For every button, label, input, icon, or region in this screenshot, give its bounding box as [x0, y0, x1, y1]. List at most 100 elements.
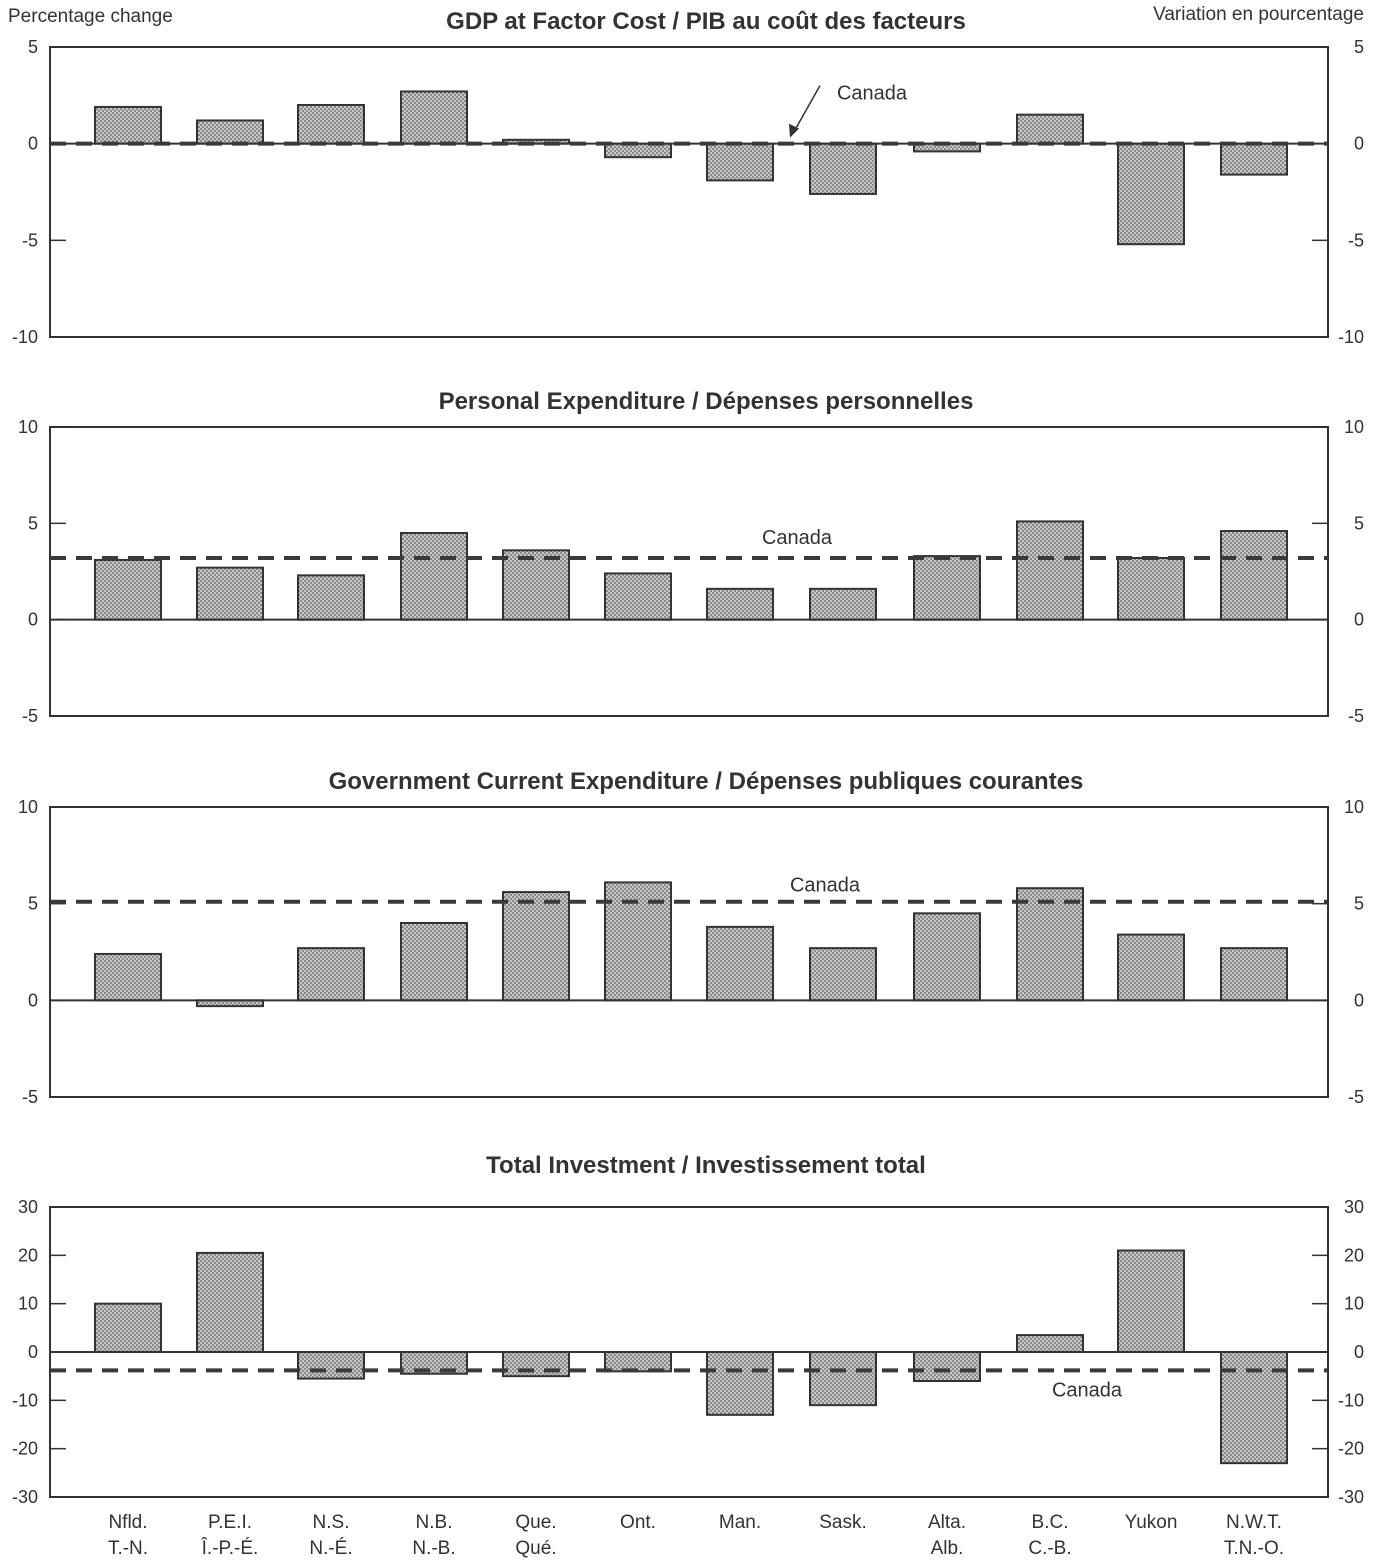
bar	[94, 105, 162, 145]
y-tick-label-right: 30	[1344, 1197, 1364, 1217]
category-label-en: Que.	[515, 1512, 556, 1533]
chart-title: Total Investment / Investissement total	[486, 1152, 926, 1179]
y-tick-label-left: 0	[28, 990, 38, 1010]
chart-title: GDP at Factor Cost / PIB au coût des fac…	[446, 8, 966, 35]
bar	[1117, 933, 1185, 1002]
y-tick-label-right: 0	[1354, 1342, 1364, 1362]
y-tick-label-left: 5	[28, 894, 38, 914]
y-tick-label-right: -5	[1348, 230, 1364, 250]
chart-panel-2: Personal Expenditure / Dépenses personne…	[18, 388, 1364, 726]
category-label-fr: Qué.	[515, 1538, 556, 1559]
category-label-en: Nfld.	[108, 1512, 147, 1533]
category-label-fr: C.-B.	[1028, 1538, 1071, 1559]
bar	[1220, 530, 1288, 621]
category-label-fr: N.-É.	[309, 1538, 352, 1559]
category-label-en: Sask.	[819, 1512, 867, 1533]
bar	[706, 1351, 774, 1416]
bar	[1016, 1334, 1084, 1354]
y-tick-label-left: -10	[12, 1390, 38, 1410]
category-label-en: Ont.	[620, 1512, 656, 1533]
bar	[913, 912, 981, 1002]
bar	[94, 1302, 162, 1353]
bar	[400, 531, 468, 621]
chart-panel-1: GDP at Factor Cost / PIB au coût des fac…	[12, 8, 1364, 347]
y-tick-label-left: 20	[18, 1245, 38, 1265]
chart-panel-4: Total Investment / Investissement total 3…	[12, 1152, 1364, 1507]
y-tick-label-left: -5	[22, 1087, 38, 1107]
bar	[706, 925, 774, 1002]
bar	[706, 587, 774, 621]
category-label-fr: T.-N.	[108, 1538, 148, 1559]
bar	[94, 558, 162, 621]
bar	[196, 566, 264, 621]
category-label-fr: Alb.	[931, 1538, 964, 1559]
bar	[196, 1251, 264, 1353]
bar	[809, 1351, 877, 1407]
bar	[1220, 947, 1288, 1002]
y-tick-label-left: -5	[22, 230, 38, 250]
bar	[809, 142, 877, 195]
y-tick-label-right: 5	[1354, 37, 1364, 57]
bar	[297, 574, 365, 621]
bar	[297, 104, 365, 145]
chart-panels: GDP at Factor Cost / PIB au coût des fac…	[12, 8, 1364, 1507]
bar	[913, 555, 981, 621]
y-tick-label-left: -5	[22, 706, 38, 726]
category-label-en: N.B.	[416, 1512, 453, 1533]
bar	[1016, 887, 1084, 1002]
y-tick-label-right: 0	[1354, 134, 1364, 154]
y-tick-label-right: 10	[1344, 417, 1364, 437]
bar	[604, 572, 672, 621]
category-label-en: P.E.I.	[208, 1512, 252, 1533]
canada-label: Canada	[837, 83, 908, 105]
y-tick-label-left: 0	[28, 1342, 38, 1362]
bar	[809, 587, 877, 621]
y-tick-label-right: -5	[1348, 706, 1364, 726]
category-label-en: Yukon	[1125, 1512, 1178, 1533]
category-labels: Nfld. T.-N. P.E.I. Î.-P.-É. N.S. N.-É. N.B. N.-…	[108, 1512, 1284, 1559]
y-tick-label-right: 5	[1354, 894, 1364, 914]
y-tick-label-right: -30	[1338, 1487, 1364, 1507]
canada-pointer-line	[793, 85, 821, 133]
right-axis-caption: Variation en pourcentage	[1153, 4, 1364, 25]
y-tick-label-right: -10	[1338, 327, 1364, 347]
bar	[400, 90, 468, 145]
bar	[913, 1351, 981, 1382]
y-tick-label-left: -10	[12, 327, 38, 347]
chart-title: Government Current Expenditure / Dépense…	[329, 768, 1084, 795]
y-tick-label-right: 10	[1344, 797, 1364, 817]
category-label-fr: T.N.-O.	[1224, 1538, 1284, 1559]
y-tick-label-right: 10	[1344, 1294, 1364, 1314]
left-axis-caption: Percentage change	[8, 6, 173, 27]
category-label-en: N.W.T.	[1226, 1512, 1282, 1533]
y-tick-label-right: 0	[1354, 990, 1364, 1010]
y-tick-label-left: 10	[18, 797, 38, 817]
bar	[297, 1351, 365, 1380]
chart-panel-3: Government Current Expenditure / Dépense…	[18, 768, 1364, 1107]
bar	[809, 947, 877, 1002]
chart-title: Personal Expenditure / Dépenses personne…	[439, 388, 974, 415]
bar	[1220, 142, 1288, 176]
y-tick-label-left: 0	[28, 610, 38, 630]
bar	[706, 142, 774, 182]
plot-frame	[49, 806, 1329, 1098]
y-tick-label-left: 30	[18, 1197, 38, 1217]
y-tick-label-left: 5	[28, 513, 38, 533]
bar	[1117, 1249, 1185, 1353]
y-tick-label-left: -30	[12, 1487, 38, 1507]
y-tick-label-right: -20	[1338, 1439, 1364, 1459]
bar	[196, 119, 264, 145]
y-tick-label-left: -20	[12, 1439, 38, 1459]
y-tick-label-left: 0	[28, 134, 38, 154]
bar	[1117, 557, 1185, 621]
bar	[502, 549, 570, 621]
plot-frame	[49, 426, 1329, 717]
bar	[297, 947, 365, 1002]
y-tick-label-right: 5	[1354, 513, 1364, 533]
bar	[1016, 113, 1084, 145]
y-tick-label-right: 20	[1344, 1245, 1364, 1265]
y-tick-label-left: 5	[28, 37, 38, 57]
bar	[1117, 142, 1185, 246]
bar	[502, 891, 570, 1002]
